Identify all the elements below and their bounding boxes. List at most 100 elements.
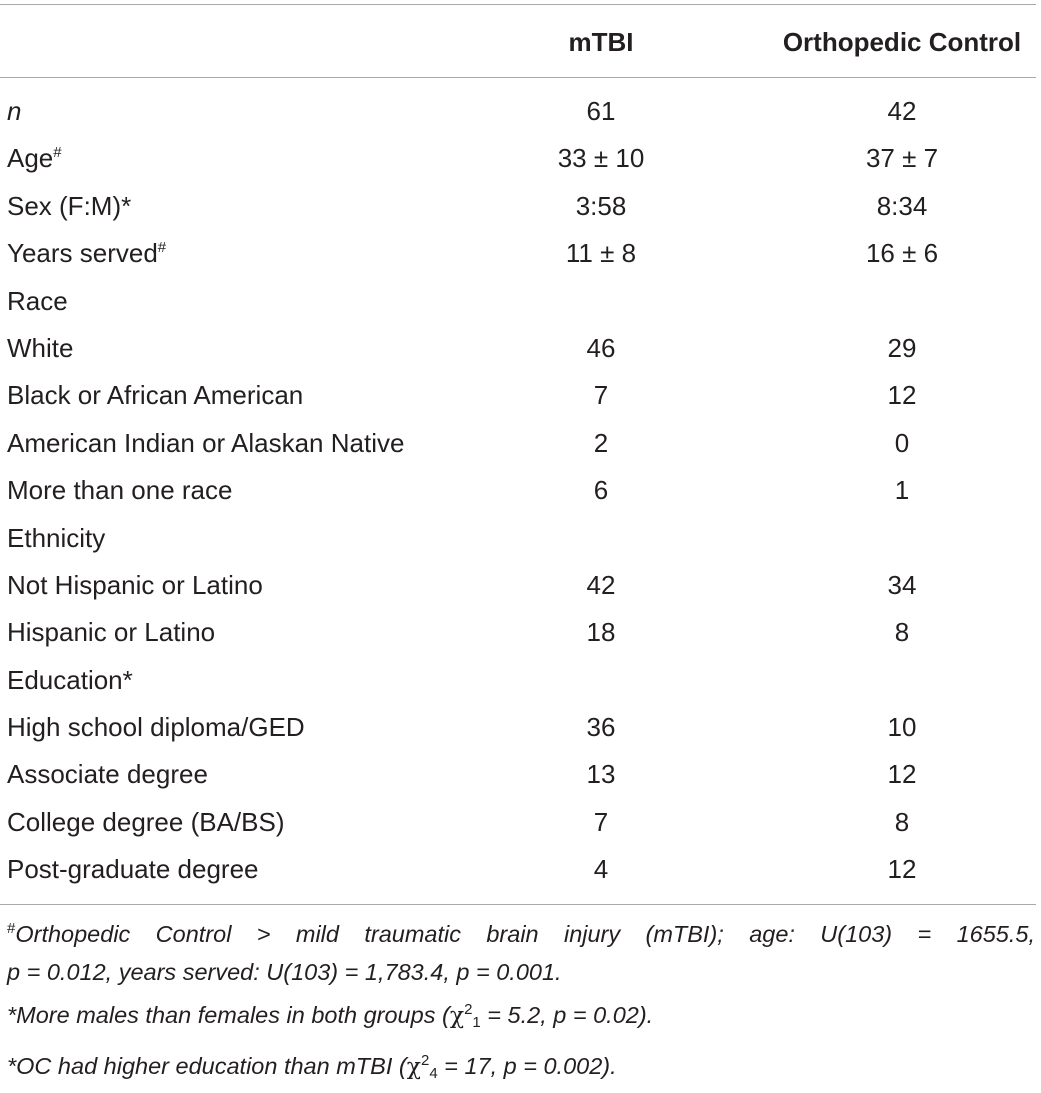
cell-mtbi: 6	[593, 475, 609, 506]
table-row: Race	[0, 278, 1036, 325]
row-label-text: Associate degree	[7, 759, 208, 790]
footnote-1-text-a: Orthopedic Control > mild traumatic brai…	[15, 920, 1035, 947]
row-label-text: Years served	[7, 238, 158, 269]
cell-orthopedic-control: 8:34	[876, 190, 928, 221]
cell-orthopedic-control: 16 ± 6	[865, 238, 939, 269]
table-row: Age# 33 ± 10 37 ± 7	[0, 135, 1036, 182]
chi-superscript: 2	[464, 1000, 473, 1018]
footnote-3-post: = 17, p = 0.002).	[437, 1052, 617, 1079]
table-row: Years served# 11 ± 8 16 ± 6	[0, 230, 1036, 277]
cell-orthopedic-control: 1	[894, 475, 910, 506]
row-label-text: Education*	[7, 664, 133, 695]
row-label-text: College degree (BA/BS)	[7, 806, 285, 837]
table-row: High school diploma/GED 36 10	[0, 704, 1036, 751]
row-label: Ethnicity	[7, 515, 105, 562]
cell-orthopedic-control: 0	[894, 427, 910, 458]
cell-mtbi: 13	[586, 759, 616, 790]
row-label-text: High school diploma/GED	[7, 712, 305, 743]
row-label-text: n	[7, 96, 22, 126]
row-label-text: Sex (F:M)*	[7, 190, 132, 221]
row-label-text: Age	[7, 143, 54, 174]
row-label: White	[7, 325, 73, 372]
header-rule	[0, 77, 1036, 78]
cell-mtbi: 11 ± 8	[565, 238, 637, 269]
row-label-text: Black or African American	[7, 380, 304, 411]
cell-mtbi: 36	[586, 712, 616, 743]
row-label: Sex (F:M)*	[7, 183, 131, 230]
row-label-superscript: #	[157, 239, 167, 257]
table-row: Hispanic or Latino 18 8	[0, 609, 1036, 656]
table-row: Ethnicity	[0, 515, 1036, 562]
table-row: Black or African American 7 12	[0, 372, 1036, 419]
cell-mtbi: 7	[593, 806, 609, 837]
row-label-superscript: #	[53, 144, 62, 162]
cell-orthopedic-control: 8	[894, 617, 910, 648]
cell-orthopedic-control: 10	[887, 712, 917, 743]
header-orthopedic-control: Orthopedic Control	[782, 27, 1022, 57]
header-mtbi: mTBI	[568, 27, 634, 57]
row-label-text: More than one race	[7, 475, 233, 506]
table-row: More than one race 6 1	[0, 467, 1036, 514]
cell-mtbi: 61	[586, 96, 616, 126]
cell-orthopedic-control: 42	[887, 96, 917, 126]
cell-mtbi: 3:58	[575, 190, 627, 221]
footnote-mark: #	[7, 919, 16, 937]
cell-mtbi: 33 ± 10	[557, 143, 645, 174]
demographics-table: mTBI Orthopedic Control n 61 42 Age# 33 ± 10…	[0, 4, 1036, 1093]
table-row: American Indian or Alaskan Native 2 0	[0, 420, 1036, 467]
footnote-2-post: = 5.2, p = 0.02).	[480, 1001, 654, 1028]
row-label: Black or African American	[7, 372, 303, 419]
chi-subscript: 4	[429, 1064, 438, 1082]
row-label: More than one race	[7, 467, 232, 514]
table-header: mTBI Orthopedic Control	[0, 5, 1036, 77]
cell-orthopedic-control: 29	[887, 332, 917, 363]
row-label: Race	[7, 278, 68, 325]
footnote-3-pre: *OC had higher education than mTBI (	[7, 1052, 407, 1079]
footnote-2: *More males than females in both groups …	[7, 991, 1035, 1042]
chi-subscript: 1	[472, 1013, 481, 1031]
cell-mtbi: 46	[586, 332, 616, 363]
row-label-text: Hispanic or Latino	[7, 617, 216, 648]
row-label: Post-graduate degree	[7, 846, 259, 893]
row-label: American Indian or Alaskan Native	[7, 420, 404, 467]
cell-mtbi: 7	[593, 380, 609, 411]
cell-orthopedic-control: 34	[887, 569, 917, 600]
row-label: Years served#	[7, 230, 166, 277]
table-row: Associate degree 13 12	[0, 751, 1036, 798]
cell-orthopedic-control: 8	[894, 806, 910, 837]
cell-orthopedic-control: 12	[887, 759, 917, 790]
footnote-1-line-1: #Orthopedic Control > mild traumatic bra…	[7, 915, 1035, 953]
row-label: Hispanic or Latino	[7, 609, 215, 656]
table-body: n 61 42 Age# 33 ± 10 37 ± 7 Sex (F:M)* 3:58 8:34…	[0, 78, 1036, 904]
footnote-2-pre: *More males than females in both groups …	[7, 1001, 450, 1028]
table-footnotes: #Orthopedic Control > mild traumatic bra…	[0, 905, 1035, 1093]
footnote-3: *OC had higher education than mTBI (χ24 …	[7, 1042, 1035, 1093]
row-label: High school diploma/GED	[7, 704, 305, 751]
table-row: Post-graduate degree 4 12	[0, 846, 1036, 893]
cell-mtbi: 2	[593, 427, 609, 458]
chi-symbol: χ	[406, 1051, 421, 1080]
table-row: Education*	[0, 657, 1036, 704]
table-row: Sex (F:M)* 3:58 8:34	[0, 183, 1036, 230]
row-label: College degree (BA/BS)	[7, 799, 284, 846]
cell-orthopedic-control: 37 ± 7	[865, 143, 939, 174]
cell-mtbi: 18	[586, 617, 616, 648]
cell-mtbi: 42	[586, 569, 616, 600]
row-label-text: Ethnicity	[7, 522, 106, 553]
chi-superscript: 2	[420, 1051, 430, 1069]
chi-symbol: χ	[449, 1000, 465, 1029]
top-rule	[0, 4, 1036, 5]
row-label: Not Hispanic or Latino	[7, 562, 263, 609]
row-label-text: White	[7, 332, 74, 363]
table-row: White 46 29	[0, 325, 1036, 372]
row-label: Associate degree	[7, 751, 208, 798]
row-label-text: American Indian or Alaskan Native	[7, 427, 405, 458]
row-label-text: Post-graduate degree	[7, 854, 259, 885]
row-label: Education*	[7, 657, 133, 704]
table-row: Not Hispanic or Latino 42 34	[0, 562, 1036, 609]
footnote-1-line-2: p = 0.012, years served: U(103) = 1,783.…	[7, 958, 562, 985]
cell-orthopedic-control: 12	[887, 854, 917, 885]
table-row: College degree (BA/BS) 7 8	[0, 799, 1036, 846]
bottom-rule	[0, 903, 1036, 905]
table-row: n 61 42	[0, 88, 1036, 135]
